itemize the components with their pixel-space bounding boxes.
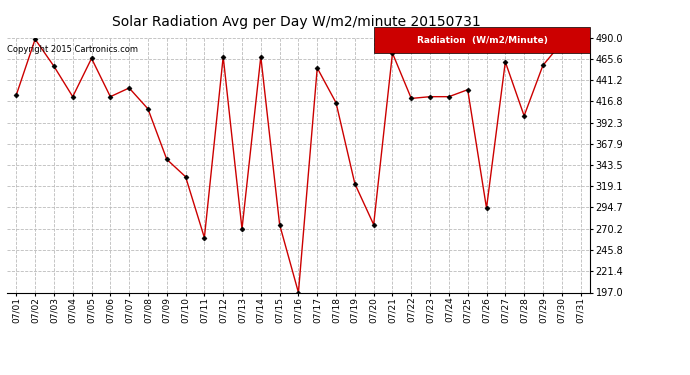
Text: Radiation  (W/m2/Minute): Radiation (W/m2/Minute)	[417, 36, 548, 45]
Bar	[374, 27, 590, 53]
Text: Solar Radiation Avg per Day W/m2/minute 20150731: Solar Radiation Avg per Day W/m2/minute …	[112, 15, 481, 29]
Text: Copyright 2015 Cartronics.com: Copyright 2015 Cartronics.com	[8, 45, 139, 54]
